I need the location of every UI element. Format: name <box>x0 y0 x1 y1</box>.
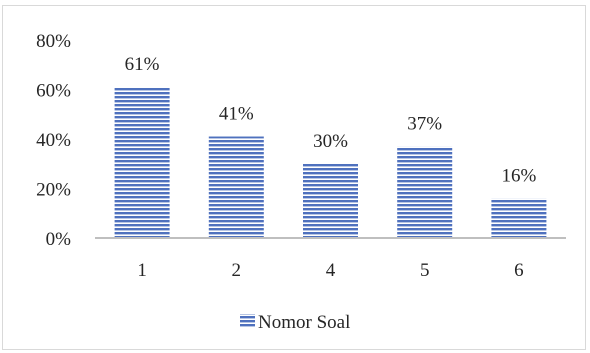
bar <box>397 146 453 238</box>
y-tick-label: 20% <box>36 180 71 201</box>
x-category-label: 6 <box>514 260 524 281</box>
x-category-label: 2 <box>232 260 242 281</box>
data-label: 37% <box>407 113 442 134</box>
legend-swatch <box>240 314 255 328</box>
x-category-label: 5 <box>420 260 430 281</box>
data-label: 16% <box>501 165 536 186</box>
chart-frame <box>2 5 586 350</box>
bar <box>114 87 170 239</box>
x-category-label: 4 <box>326 260 336 281</box>
y-axis-ticks: 0% 20% 40% 60% 80% <box>36 31 71 250</box>
legend-label: Nomor Soal <box>258 312 350 333</box>
y-tick-label: 60% <box>36 81 71 102</box>
data-label: 30% <box>313 131 348 152</box>
data-label: 61% <box>125 54 160 75</box>
bars <box>114 87 547 239</box>
y-tick-label: 80% <box>36 31 71 52</box>
y-tick-label: 0% <box>46 229 72 250</box>
x-category-label: 1 <box>137 260 147 281</box>
bar <box>491 198 547 238</box>
data-labels: 61% 41% 30% 37% 16% <box>125 54 537 186</box>
y-tick-label: 40% <box>36 130 71 151</box>
bar <box>303 163 358 238</box>
data-label: 41% <box>219 104 254 125</box>
bar <box>208 136 264 238</box>
x-axis-categories: 1 2 4 5 6 <box>137 260 523 281</box>
legend: Nomor Soal <box>240 312 350 333</box>
